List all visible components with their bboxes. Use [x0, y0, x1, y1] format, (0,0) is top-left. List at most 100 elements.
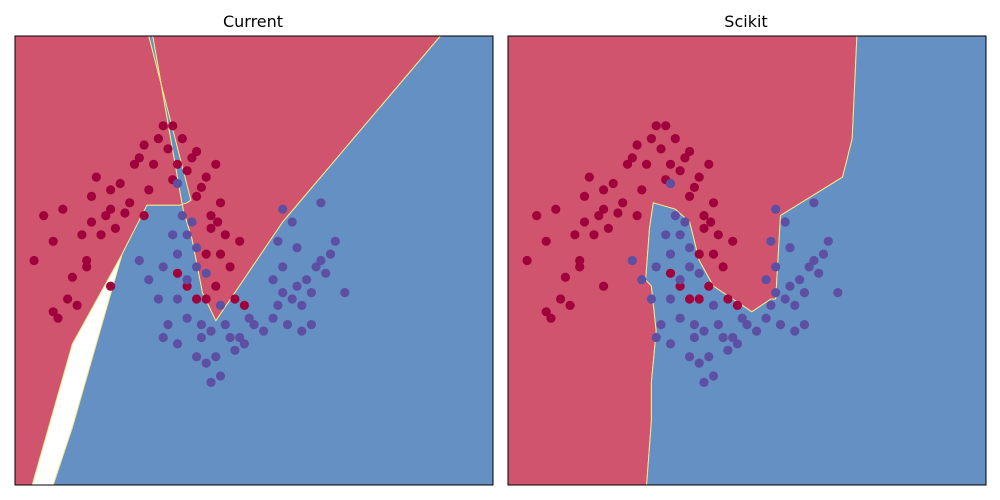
data-point-class-0: [694, 249, 704, 259]
data-point-class-1: [785, 243, 795, 253]
data-point-class-0: [39, 211, 49, 221]
panel-current: Current: [14, 12, 494, 486]
data-point-class-0: [82, 255, 92, 266]
data-point-class-0: [694, 294, 704, 304]
data-point-class-0: [213, 217, 223, 227]
data-point-class-1: [704, 352, 714, 362]
data-point-class-0: [225, 262, 235, 272]
data-point-class-1: [249, 320, 259, 330]
data-point-class-1: [244, 313, 254, 323]
data-point-class-1: [685, 352, 695, 362]
data-point-class-0: [732, 300, 743, 310]
data-point-class-0: [72, 300, 82, 310]
data-point-class-0: [48, 307, 58, 317]
data-point-class-1: [211, 352, 221, 362]
data-point-class-0: [215, 249, 226, 259]
data-point-class-1: [799, 320, 810, 330]
data-point-class-1: [302, 275, 312, 285]
data-point-class-0: [685, 146, 695, 157]
data-point-class-1: [780, 294, 790, 304]
data-point-class-1: [718, 332, 728, 343]
data-point-class-0: [599, 204, 609, 214]
data-point-class-1: [694, 358, 704, 368]
data-point-class-0: [125, 198, 135, 208]
data-point-class-1: [637, 275, 647, 285]
data-point-class-1: [675, 230, 685, 240]
data-point-class-0: [58, 204, 68, 214]
data-point-class-0: [211, 159, 221, 169]
data-point-class-0: [239, 300, 249, 310]
data-point-class-0: [723, 294, 733, 304]
data-point-class-1: [699, 377, 709, 387]
data-point-class-0: [699, 211, 709, 221]
data-point-class-0: [192, 191, 202, 201]
data-point-class-0: [675, 281, 685, 291]
data-point-class-1: [230, 345, 240, 355]
data-point-class-0: [211, 281, 221, 291]
data-point-class-0: [594, 211, 604, 221]
data-point-class-0: [575, 262, 585, 272]
data-point-class-1: [694, 268, 704, 278]
data-point-class-0: [522, 255, 532, 266]
data-point-class-1: [670, 211, 680, 221]
data-point-class-0: [706, 217, 716, 227]
data-point-class-1: [172, 339, 183, 349]
data-point-class-1: [685, 262, 695, 272]
data-point-class-0: [230, 294, 240, 304]
data-point-class-1: [646, 294, 657, 304]
decision-region-class-1-current: [52, 36, 493, 485]
data-point-class-0: [704, 159, 714, 169]
data-point-class-0: [704, 281, 714, 291]
data-point-class-0: [651, 121, 661, 131]
data-point-class-0: [718, 262, 728, 272]
data-point-class-1: [297, 326, 307, 336]
data-point-class-1: [192, 243, 202, 253]
data-point-class-1: [689, 332, 700, 343]
data-point-class-0: [115, 178, 125, 189]
data-point-class-1: [273, 300, 283, 310]
data-point-class-0: [67, 272, 77, 282]
data-point-class-1: [689, 320, 700, 330]
data-point-class-1: [192, 352, 202, 362]
data-point-class-0: [565, 300, 575, 310]
data-point-class-0: [201, 172, 211, 182]
data-point-class-1: [235, 332, 245, 343]
data-point-class-0: [96, 230, 106, 240]
data-point-class-0: [622, 159, 633, 169]
data-point-class-1: [814, 268, 824, 278]
data-point-class-0: [149, 159, 159, 169]
data-point-class-0: [235, 236, 245, 246]
data-point-class-1: [685, 243, 695, 253]
data-point-class-0: [599, 185, 609, 195]
data-point-class-1: [239, 339, 249, 349]
data-point-class-1: [172, 294, 183, 304]
data-point-class-1: [790, 326, 800, 336]
data-point-class-1: [752, 326, 762, 336]
data-point-class-1: [651, 332, 661, 343]
plot-area-scikit: [508, 36, 986, 485]
data-point-class-1: [651, 262, 661, 272]
data-point-class-0: [627, 153, 637, 163]
data-point-class-1: [761, 313, 771, 323]
data-point-class-0: [541, 236, 551, 246]
data-point-class-1: [699, 326, 709, 336]
data-point-class-1: [172, 178, 183, 189]
data-point-class-0: [632, 140, 642, 150]
data-point-class-1: [182, 313, 192, 323]
data-point-class-1: [723, 345, 733, 355]
data-point-class-1: [665, 249, 676, 259]
data-point-class-0: [144, 185, 154, 195]
axes-frame-current: [14, 35, 494, 486]
data-point-class-1: [732, 339, 743, 349]
data-point-class-0: [196, 182, 206, 192]
data-point-class-1: [316, 255, 326, 266]
data-point-class-1: [168, 230, 178, 240]
data-point-class-1: [665, 178, 676, 189]
data-point-class-1: [158, 262, 168, 272]
data-point-class-0: [163, 144, 173, 154]
data-point-class-1: [306, 288, 316, 298]
data-point-class-0: [187, 153, 197, 163]
data-point-class-0: [106, 185, 116, 195]
data-point-class-1: [196, 332, 206, 343]
data-point-class-1: [201, 358, 211, 368]
